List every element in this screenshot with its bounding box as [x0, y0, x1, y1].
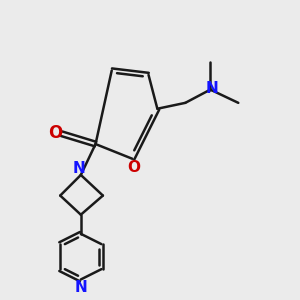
Text: N: N: [73, 161, 86, 176]
Text: O: O: [127, 160, 140, 175]
Text: N: N: [205, 81, 218, 96]
Text: O: O: [48, 124, 62, 142]
Text: N: N: [74, 280, 87, 295]
